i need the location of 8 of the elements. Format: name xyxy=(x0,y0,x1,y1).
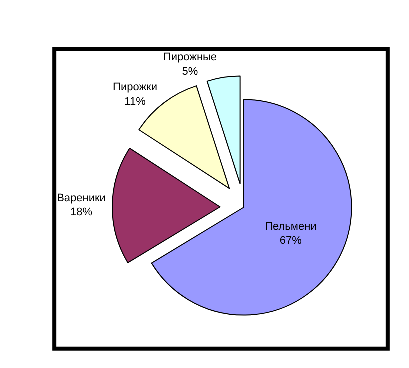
slice-label: Вареники xyxy=(57,192,106,204)
slice-label: Пельмени xyxy=(265,220,317,233)
data-label: 5% xyxy=(182,66,198,78)
slice-label: Пирожные xyxy=(163,52,218,64)
slice-label: Пирожки xyxy=(113,82,158,94)
data-label: 18% xyxy=(70,206,93,219)
data-label: 11% xyxy=(124,96,146,108)
data-label: 67% xyxy=(280,235,302,248)
